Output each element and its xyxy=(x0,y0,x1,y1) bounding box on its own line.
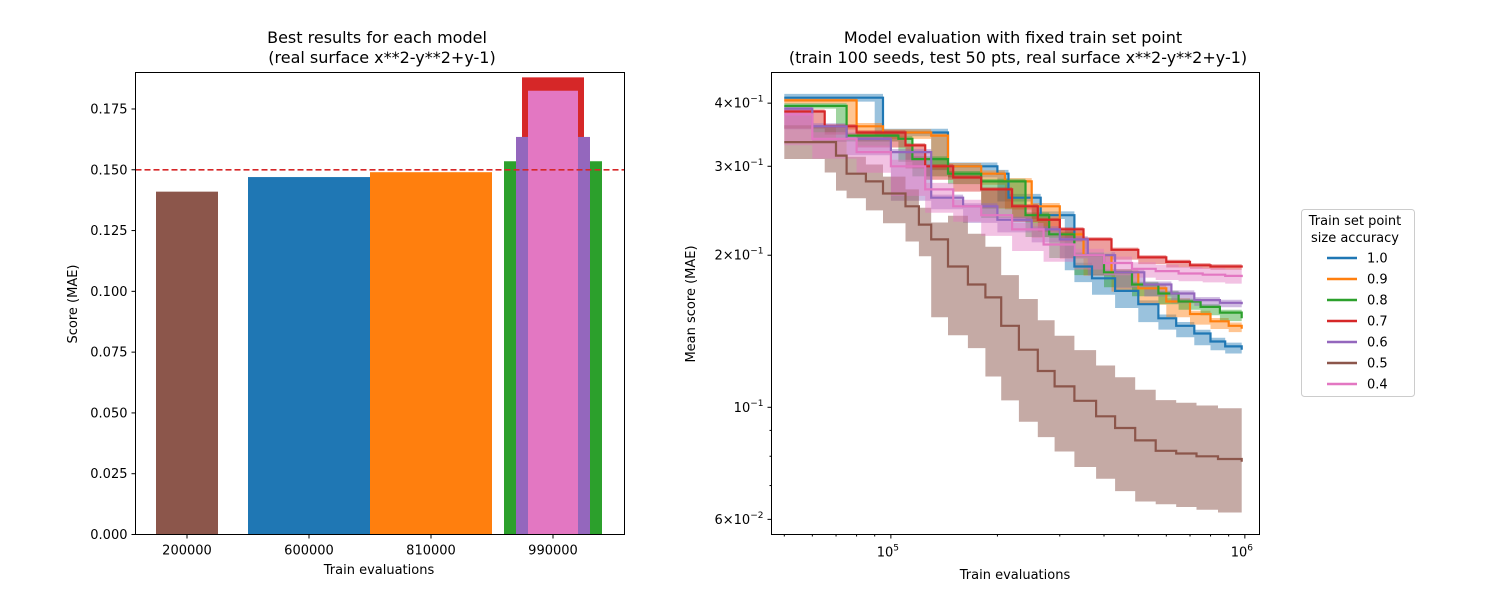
bar-x-tick-label: 810000 xyxy=(406,544,456,559)
bar-x-tick-label: 600000 xyxy=(284,544,334,559)
line-chart: Model evaluation with fixed train set po… xyxy=(684,28,1415,583)
band-0.4 xyxy=(784,107,1242,284)
bar-600000-1 xyxy=(248,177,370,535)
bar-y-tick-label: 0.100 xyxy=(90,285,127,300)
bar-y-tick-label: 0.075 xyxy=(90,346,127,361)
bar-y-tick-label: 0.050 xyxy=(90,406,127,421)
legend-label-0.6: 0.6 xyxy=(1367,336,1388,351)
line-y-axis-label: Mean score (MAE) xyxy=(684,245,699,362)
bar-y-tick-label: 0.125 xyxy=(90,224,127,239)
bar-200000-0 xyxy=(156,191,218,535)
series-line-0.4 xyxy=(784,113,1243,278)
bar-x-tick-label: 990000 xyxy=(528,544,578,559)
band-0.6 xyxy=(784,105,1242,308)
legend-items: 1.0 0.9 0.8 0.7 0.6 0.5 0.4 xyxy=(1327,252,1388,393)
legend: Train set point size accuracy 1.0 0.9 0.8 0… xyxy=(1301,209,1415,397)
legend-title-line2: size accuracy xyxy=(1311,231,1399,246)
legend-label-0.5: 0.5 xyxy=(1367,357,1388,372)
series-line-0.6 xyxy=(784,107,1243,305)
band-0.5 xyxy=(784,125,1242,513)
legend-label-0.9: 0.9 xyxy=(1367,273,1388,288)
bar-y-axis-label: Score (MAE) xyxy=(66,264,81,343)
legend-frame xyxy=(1301,209,1415,397)
legend-label-0.8: 0.8 xyxy=(1367,294,1388,309)
bar-810000-2 xyxy=(370,172,492,535)
bar-y-tick-label: 0.000 xyxy=(90,528,127,543)
line-x-axis-label: Train evaluations xyxy=(959,568,1071,583)
legend-label-1.0: 1.0 xyxy=(1367,252,1388,267)
legend-title-line1: Train set point xyxy=(1308,214,1401,229)
series-line-0.8 xyxy=(784,104,1243,319)
bar-chart-title-line2: (real surface x**2-y**2+y-1) xyxy=(268,48,495,67)
bar-y-tick-label: 0.150 xyxy=(90,163,127,178)
legend-label-0.4: 0.4 xyxy=(1367,378,1388,393)
bar-x-ticks: 200000 600000 810000 990000 xyxy=(162,534,578,559)
line-y-ticks: 4×10−13×10−12×10−110−16×10−2 xyxy=(715,95,772,528)
series-line-0.7 xyxy=(784,110,1243,268)
line-series-group xyxy=(784,96,1243,462)
legend-label-0.7: 0.7 xyxy=(1367,315,1388,330)
bar-axes-frame xyxy=(135,72,625,535)
band-0.8 xyxy=(784,103,1242,322)
band-1.0 xyxy=(784,93,1242,354)
bar-plot-area xyxy=(135,77,625,535)
bar-chart-title-line1: Best results for each model xyxy=(267,28,487,47)
bar-y-tick-label: 0.175 xyxy=(90,102,127,117)
bar-990000-6 xyxy=(528,90,578,535)
line-axes-frame xyxy=(771,72,1260,535)
line-chart-title-line2: (train 100 seeds, test 50 pts, real surf… xyxy=(789,48,1247,67)
bar-y-ticks: 0.000 0.025 0.050 0.075 0.100 0.125 0.150 0.175 xyxy=(90,102,136,543)
bar-x-axis-label: Train evaluations xyxy=(323,563,435,578)
bar-chart: Best results for each model (real surfac… xyxy=(66,28,625,578)
bar-y-tick-label: 0.025 xyxy=(90,467,127,482)
line-chart-title-line1: Model evaluation with fixed train set po… xyxy=(844,28,1182,47)
series-line-0.5 xyxy=(784,141,1243,462)
bar-x-tick-label: 200000 xyxy=(162,544,212,559)
